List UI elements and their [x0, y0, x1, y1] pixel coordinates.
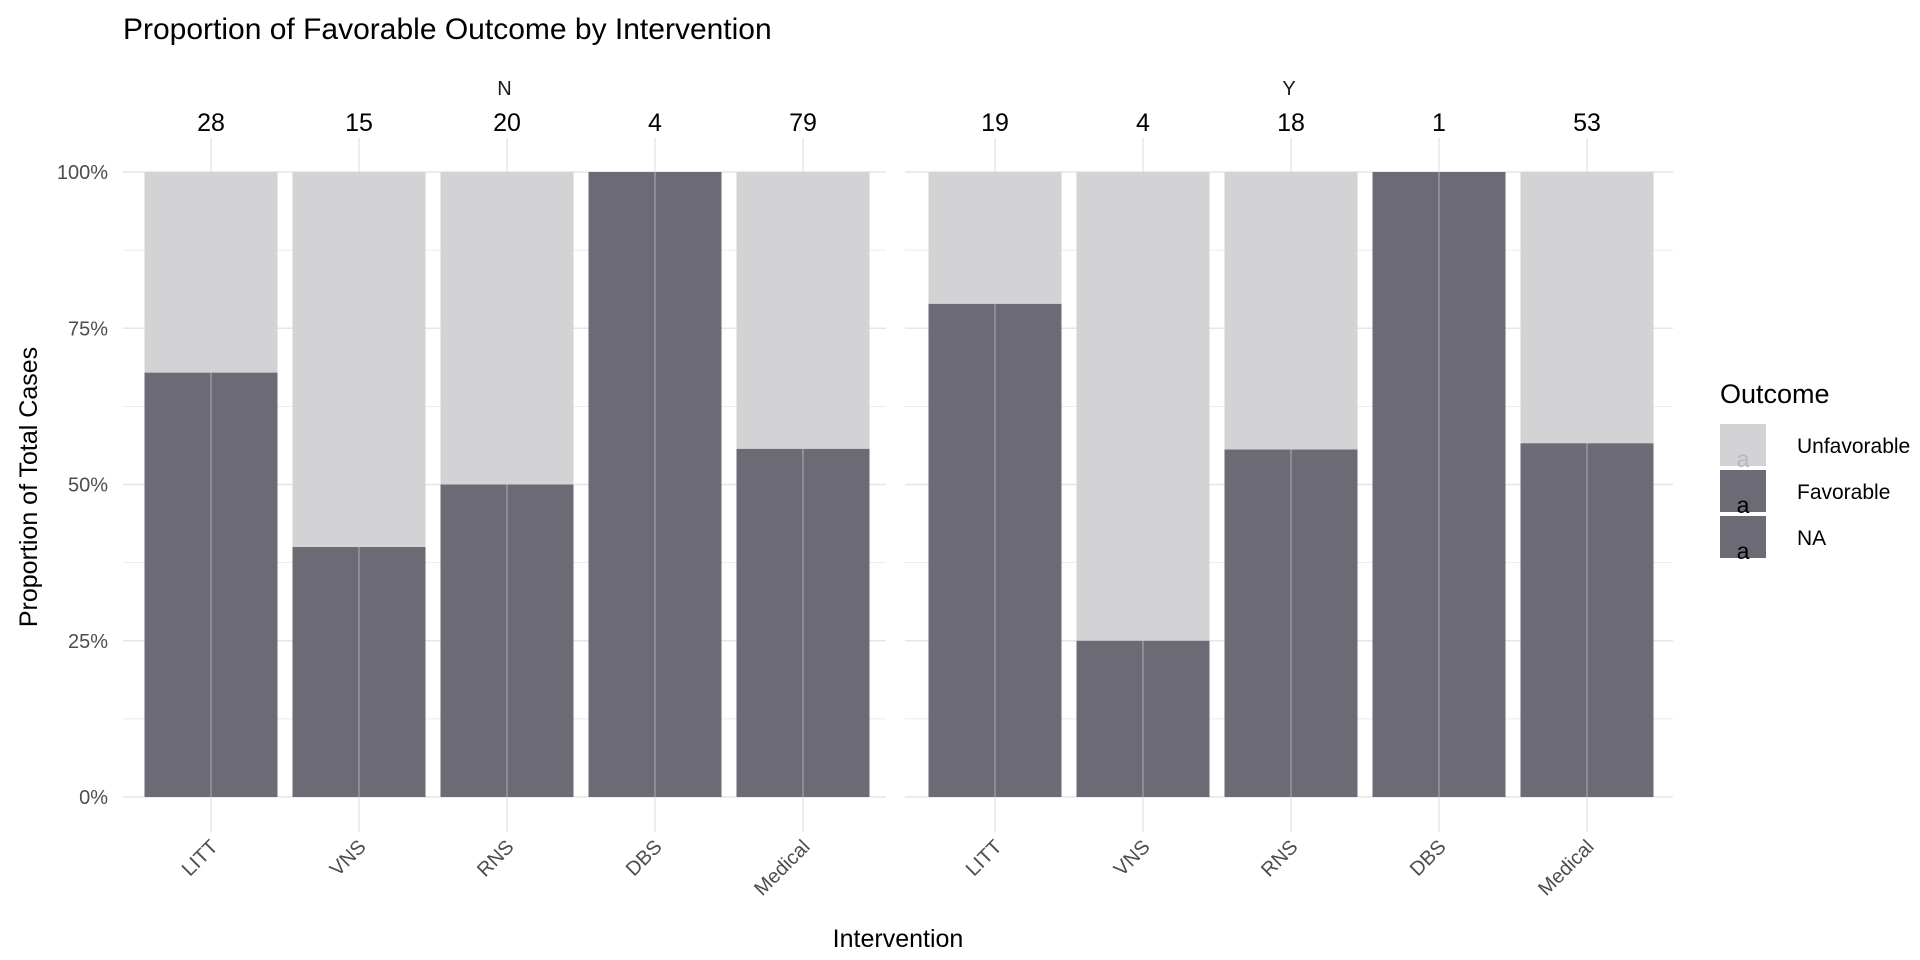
- legend-title: Outcome: [1720, 379, 1830, 409]
- legend-label: Unfavorable: [1797, 435, 1910, 458]
- facet-strip-label: N: [497, 78, 511, 100]
- count-label: 1: [1432, 109, 1446, 137]
- facet-panel-Y: Y 19 LITT 4 VNS 18 RNS 1 DBS 53 Medical: [905, 78, 1673, 900]
- legend-label: Favorable: [1797, 481, 1890, 504]
- legend-item-Unfavorable: a Unfavorable: [1720, 424, 1910, 472]
- count-label: 15: [345, 109, 373, 137]
- count-label: 4: [648, 109, 662, 137]
- x-tick-label: VNS: [1110, 836, 1155, 881]
- chart-title: Proportion of Favorable Outcome by Inter…: [123, 13, 772, 46]
- legend-key: [1720, 424, 1766, 466]
- y-tick-label: 50%: [68, 475, 108, 497]
- y-tick-label: 100%: [57, 162, 108, 184]
- count-label: 4: [1136, 109, 1150, 137]
- x-axis-title: Intervention: [833, 925, 964, 953]
- count-label: 18: [1277, 109, 1305, 137]
- count-label: 28: [197, 109, 225, 137]
- legend-key: [1720, 516, 1766, 558]
- x-tick-label: Medical: [750, 836, 814, 900]
- x-tick-label: RNS: [473, 836, 518, 881]
- legend-item-Favorable: a Favorable: [1720, 470, 1890, 518]
- x-tick-label: LITT: [962, 836, 1007, 881]
- facet-strip-label: Y: [1282, 78, 1295, 100]
- y-tick-label: 25%: [68, 631, 108, 653]
- x-tick-label: RNS: [1257, 836, 1302, 881]
- y-axis: 0% 25% 50% 75% 100%: [57, 162, 108, 809]
- legend-glyph: a: [1737, 446, 1750, 472]
- count-label: 53: [1573, 109, 1601, 137]
- legend: Outcome a Unfavorable a Favorable a NA: [1720, 379, 1910, 564]
- legend-glyph: a: [1737, 538, 1750, 564]
- count-label: 20: [493, 109, 521, 137]
- facet-panel-N: N 28 LITT 15 VNS 20 RNS 4 DBS 79 Medical: [123, 78, 886, 900]
- y-tick-label: 0%: [79, 787, 108, 809]
- x-tick-label: DBS: [1406, 836, 1451, 881]
- legend-item-NA: a NA: [1720, 516, 1826, 564]
- count-label: 19: [981, 109, 1009, 137]
- legend-key: [1720, 470, 1766, 512]
- x-tick-label: DBS: [622, 836, 667, 881]
- x-tick-label: Medical: [1534, 836, 1598, 900]
- legend-glyph: a: [1737, 492, 1750, 518]
- legend-label: NA: [1797, 527, 1826, 550]
- x-tick-label: VNS: [326, 836, 371, 881]
- y-axis-title: Proportion of Total Cases: [15, 347, 43, 627]
- plot-panels: N 28 LITT 15 VNS 20 RNS 4 DBS 79 Medical Y 19 LITT 4 VN…: [123, 78, 1673, 900]
- y-tick-label: 75%: [68, 318, 108, 340]
- x-tick-label: LITT: [178, 836, 223, 881]
- count-label: 79: [789, 109, 817, 137]
